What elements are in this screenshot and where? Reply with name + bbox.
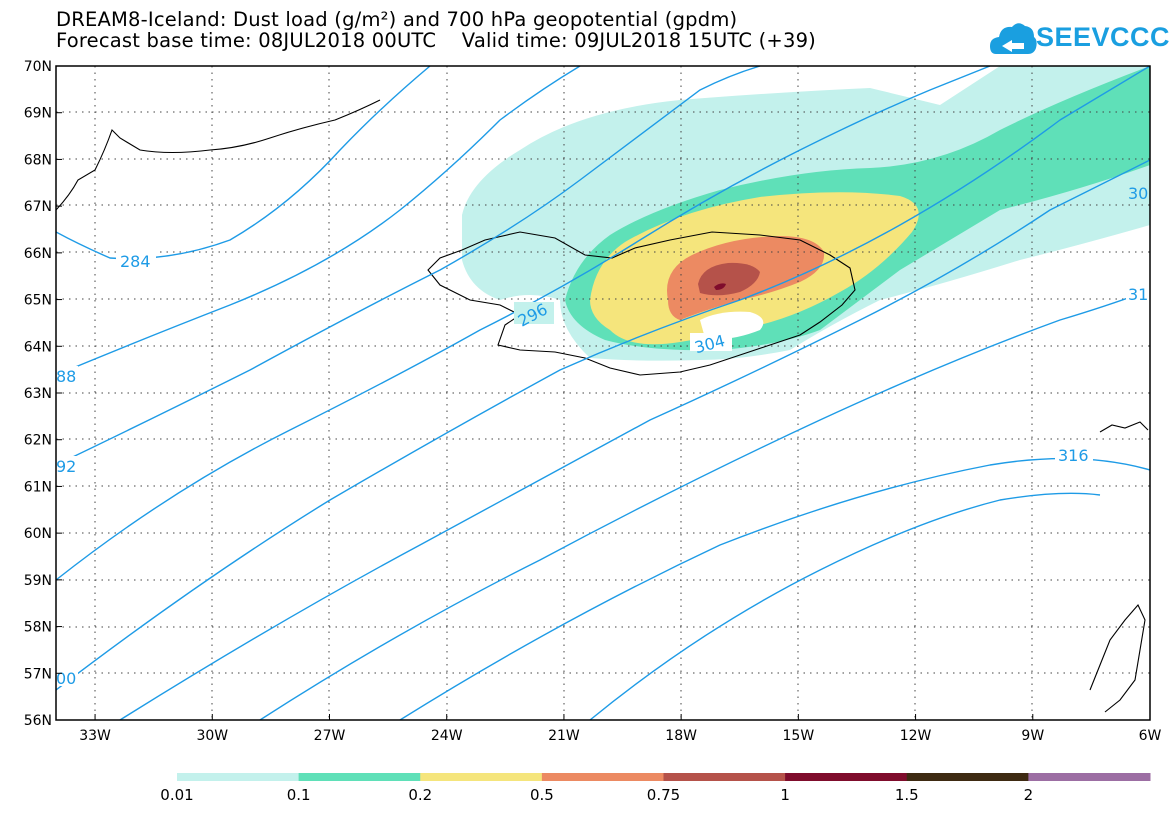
lon-tick-label: 15W xyxy=(783,728,815,744)
contour-labels: 284 296 304 316 88 92 00 30 31 xyxy=(56,182,1150,688)
lon-tick-label: 18W xyxy=(665,728,697,744)
iceland-coast xyxy=(427,231,856,376)
lat-tick-label: 63N xyxy=(24,386,52,402)
legend-swatch xyxy=(298,773,421,781)
lon-tick-label: 21W xyxy=(548,728,580,744)
dust-legend-colorbar xyxy=(177,773,1151,781)
lat-tick-label: 57N xyxy=(24,666,52,682)
logo-text: SEEVCCC xyxy=(1036,22,1171,52)
contour-label: 88 xyxy=(56,367,76,386)
lat-tick-label: 58N xyxy=(24,620,52,636)
cloud-icon xyxy=(990,23,1037,54)
contour-label: 30 xyxy=(1128,184,1148,203)
legend-swatch xyxy=(177,773,300,781)
dust-contour-0.75 xyxy=(698,262,760,296)
greenland-coast xyxy=(56,99,381,211)
legend-threshold-label: 0.2 xyxy=(408,786,433,804)
lat-tick-label: 65N xyxy=(24,293,52,309)
legend-threshold-label: 0.1 xyxy=(286,786,311,804)
lon-tick-label: 27W xyxy=(314,728,346,744)
lon-tick-label: 30W xyxy=(196,728,228,744)
legend-swatch xyxy=(785,773,908,781)
legend-threshold-label: 0.75 xyxy=(646,786,681,804)
contour-label: 00 xyxy=(56,669,76,688)
dust-plume xyxy=(462,66,1150,361)
legend-threshold-label: 0.5 xyxy=(529,786,554,804)
legend-threshold-label: 1.5 xyxy=(894,786,919,804)
contour-label: 31 xyxy=(1128,285,1148,304)
lat-tick-label: 62N xyxy=(24,433,52,449)
graticule xyxy=(56,66,1150,720)
lat-tick-label: 68N xyxy=(24,152,52,168)
lat-tick-label: 66N xyxy=(24,246,52,262)
contour-label: 284 xyxy=(120,252,151,271)
dust-gap xyxy=(700,311,764,339)
lat-tick-label: 69N xyxy=(24,106,52,122)
contour-label: 316 xyxy=(1058,446,1089,465)
legend-swatch xyxy=(1028,773,1151,781)
legend-swatch xyxy=(420,773,543,781)
lat-tick-label: 61N xyxy=(24,479,52,495)
legend-swatch xyxy=(541,773,664,781)
latitude-axis: 56N 57N 58N 59N 60N 61N 62N 63N 64N 65N 66N 67N 68N 6… xyxy=(24,59,62,729)
lat-tick-label: 60N xyxy=(24,526,52,542)
lon-tick-label: 12W xyxy=(900,728,932,744)
lat-tick-label: 59N xyxy=(24,573,52,589)
lat-tick-label: 56N xyxy=(24,713,52,729)
legend-threshold-label: 1 xyxy=(780,786,790,804)
lon-tick-label: 6W xyxy=(1139,728,1162,744)
lon-tick-label: 9W xyxy=(1021,728,1044,744)
lon-tick-label: 33W xyxy=(79,728,111,744)
contour-label: 92 xyxy=(56,457,76,476)
legend-swatch xyxy=(906,773,1029,781)
legend-threshold-label: 0.01 xyxy=(160,786,194,804)
lat-tick-label: 64N xyxy=(24,339,52,355)
dust-contour-1 xyxy=(714,283,726,290)
faroe-coast xyxy=(1099,421,1149,433)
forecast-time-info: Forecast base time: 08JUL2018 00UTC Vali… xyxy=(56,29,816,52)
legend-swatch xyxy=(663,773,786,781)
lat-tick-label: 70N xyxy=(24,59,52,75)
longitude-axis: 33W 30W 27W 24W 21W 18W 15W 12W 9W 6W xyxy=(79,714,1162,744)
scotland-coast xyxy=(1089,603,1146,713)
coastlines xyxy=(56,99,1149,713)
map-title: DREAM8-Iceland: Dust load (g/m²) and 700… xyxy=(56,8,738,31)
legend-threshold-label: 2 xyxy=(1023,786,1034,804)
lon-tick-label: 24W xyxy=(431,728,463,744)
geopotential-contours xyxy=(56,66,1150,720)
lat-tick-label: 67N xyxy=(24,199,52,215)
